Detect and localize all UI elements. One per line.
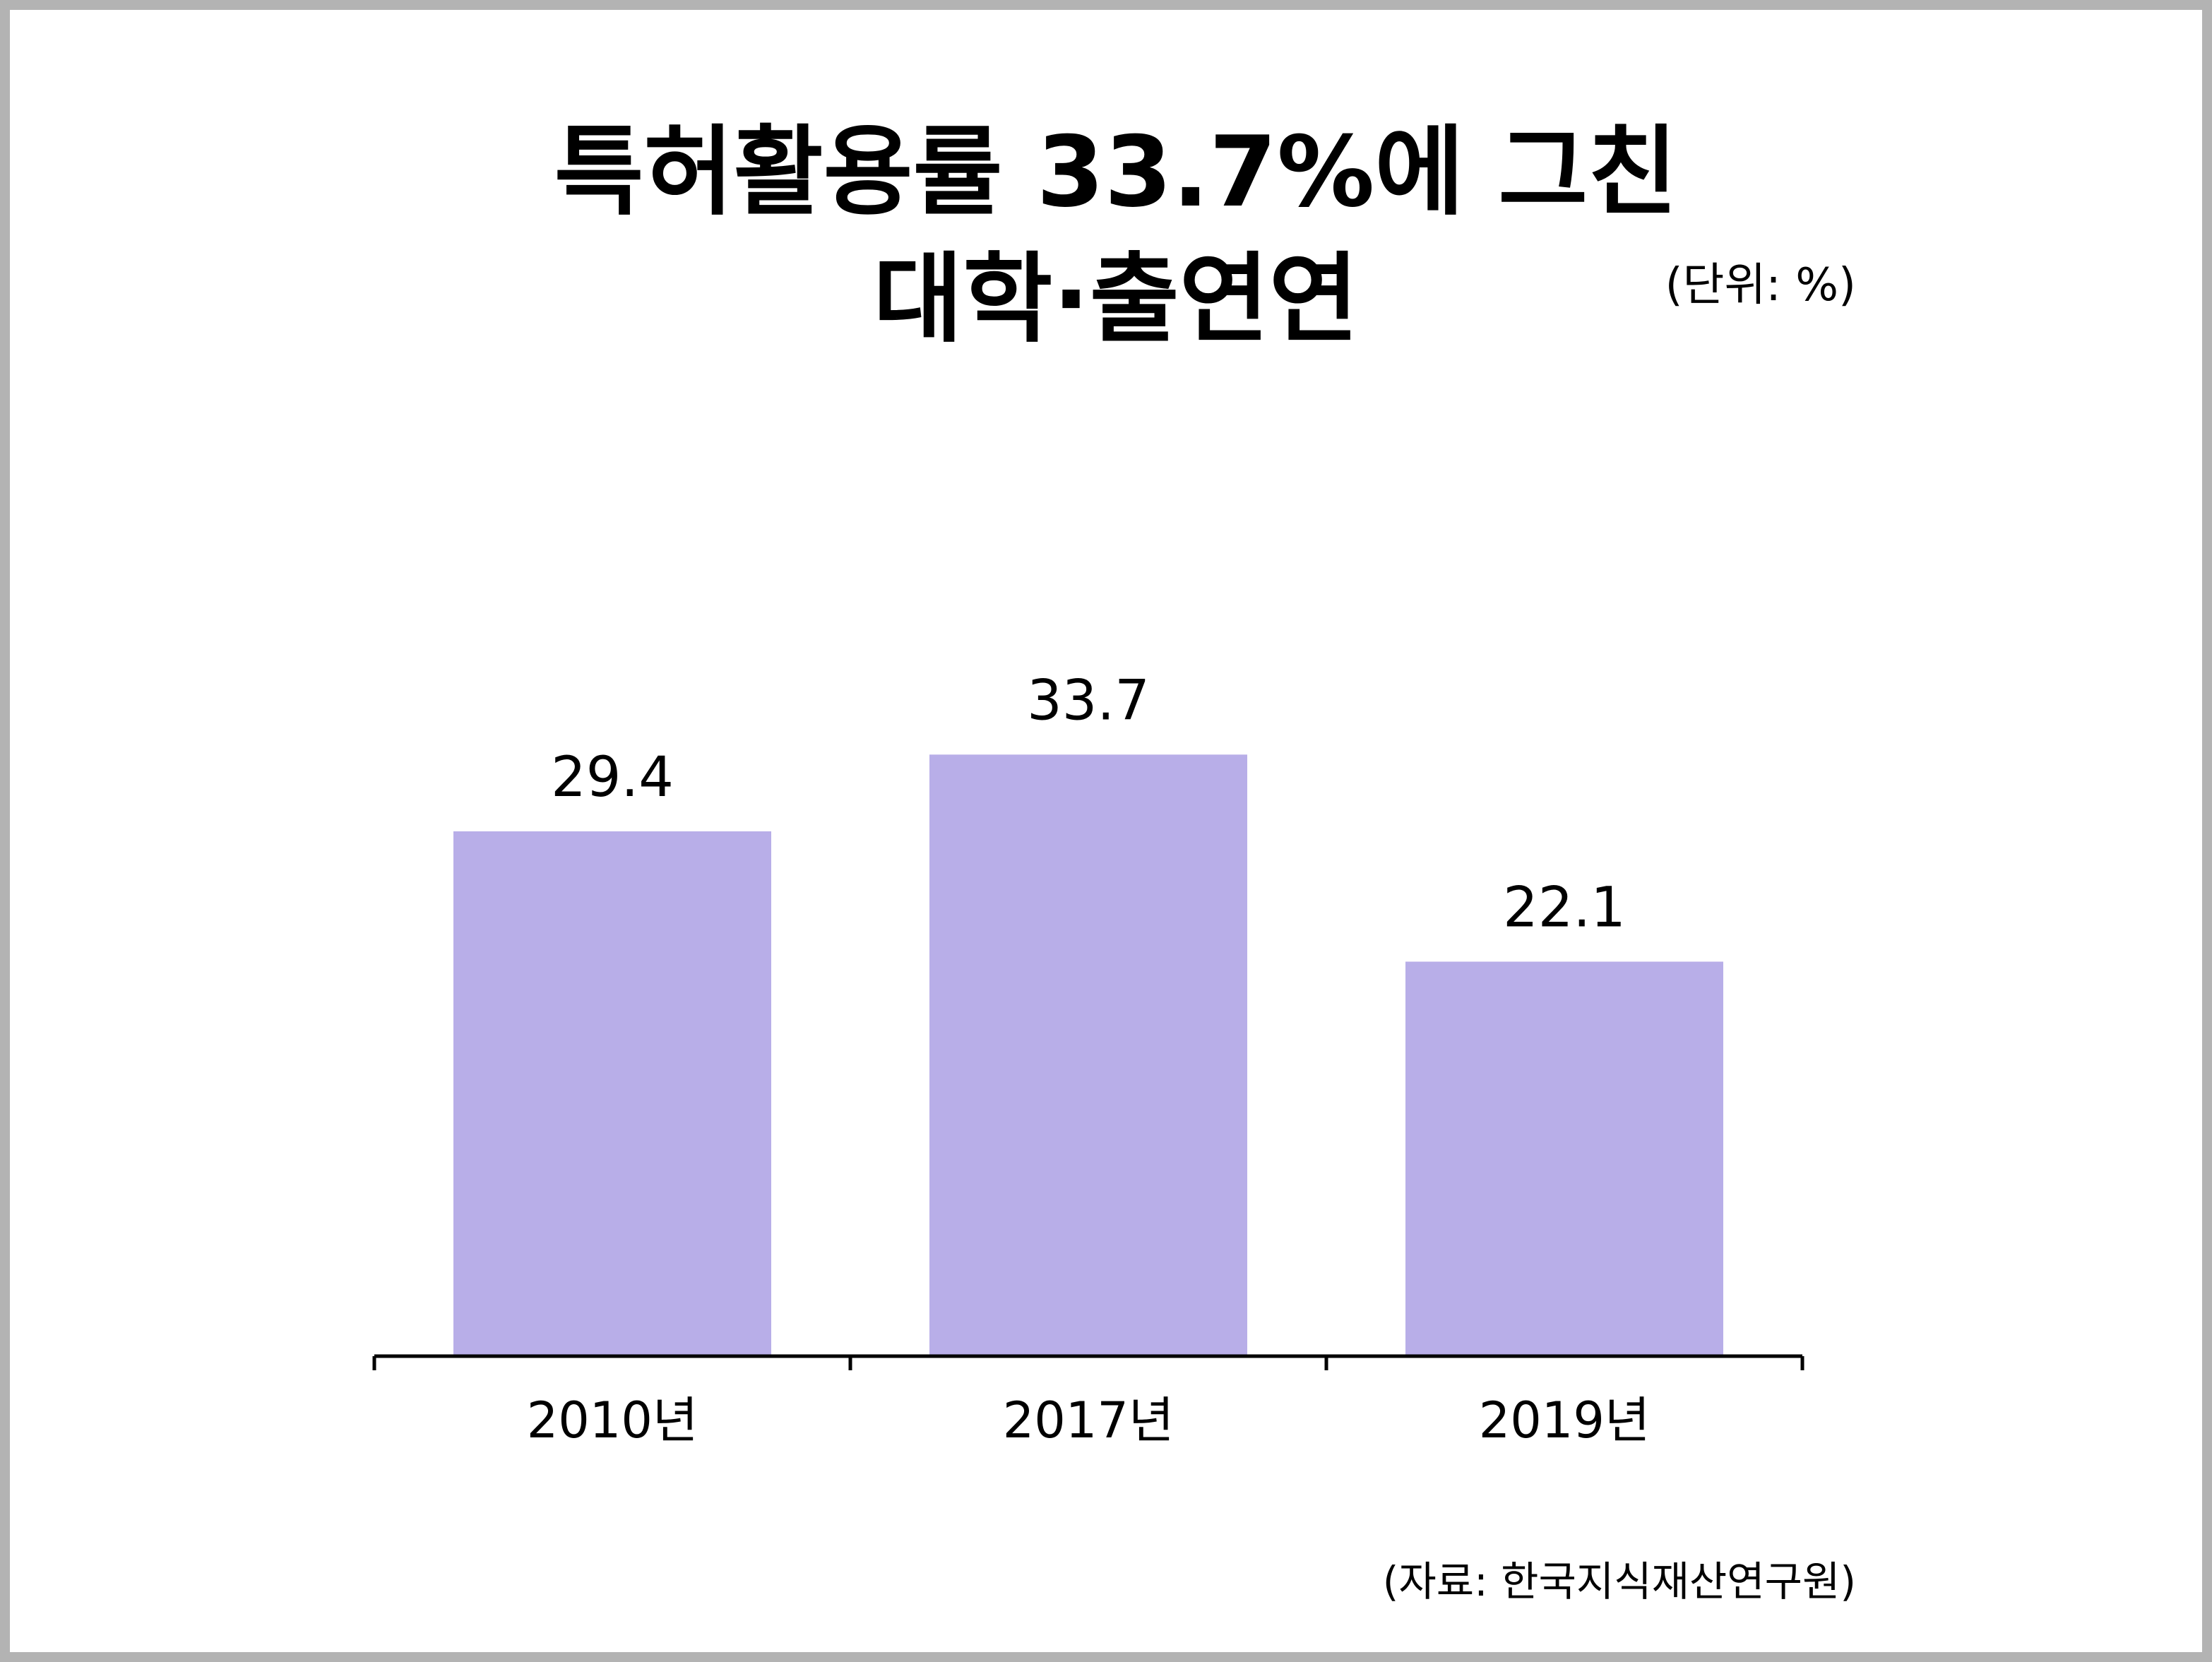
value-label-1: 29.4 [551,746,674,809]
bars-layer [453,754,1723,1356]
bar-2 [929,754,1247,1356]
category-label-3: 2019년 [1479,1391,1651,1449]
category-label-2: 2017년 [1003,1391,1175,1449]
category-labels-layer: 2010년 2017년 2019년 [527,1391,1651,1449]
category-label-1: 2010년 [527,1391,698,1449]
source-label: (자료: 한국지식재산연구원) [1382,1557,1856,1605]
bar-1 [453,831,771,1356]
x-axis [372,1354,1804,1370]
unit-label: (단위: %) [1665,259,1856,311]
bar-3 [1405,961,1723,1356]
chart-title-line2: 대학·출연연 [873,242,1359,356]
chart-title-line1: 특허활용률 33.7%에 그친 [554,115,1678,229]
value-label-2: 33.7 [1027,669,1150,732]
value-labels-layer: 29.4 33.7 22.1 [551,669,1626,939]
value-label-3: 22.1 [1503,876,1626,939]
